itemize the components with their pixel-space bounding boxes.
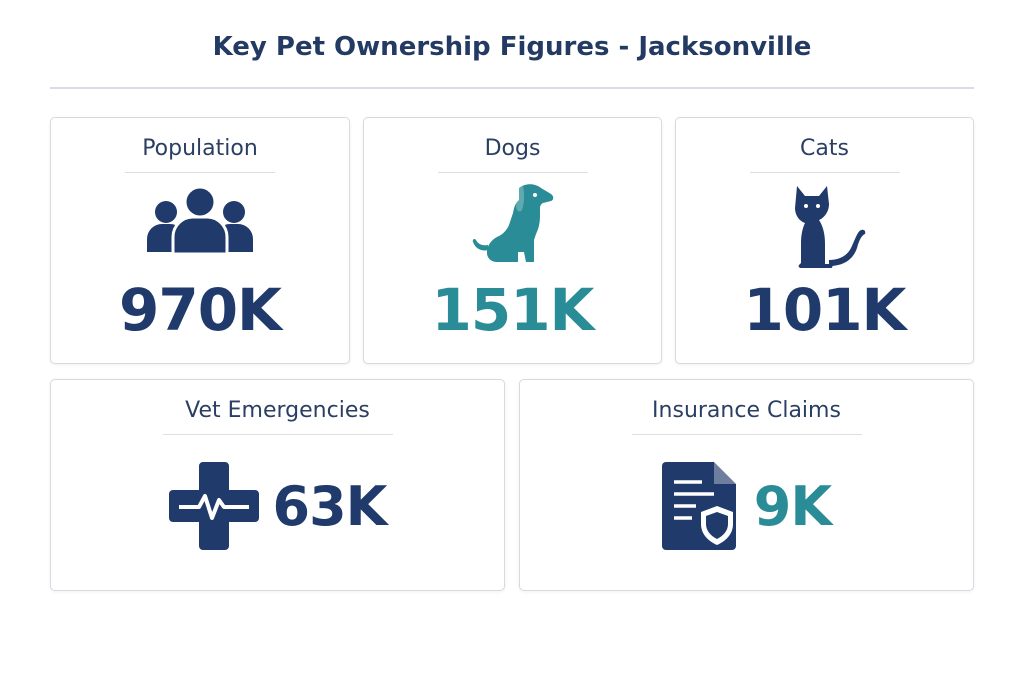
stat-card: Dogs 151K (363, 117, 662, 364)
card-label: Insurance Claims (652, 398, 841, 423)
label-underline (162, 434, 393, 435)
card-value: 63K (272, 474, 388, 538)
cat-icon (794, 186, 865, 268)
card-label: Cats (800, 136, 849, 161)
dog-icon (472, 184, 553, 262)
card-label: Vet Emergencies (185, 398, 370, 423)
label-underline (749, 172, 900, 173)
stat-card: Population 970K (50, 117, 350, 364)
document-icon (661, 462, 736, 550)
card-label: Dogs (484, 136, 541, 161)
label-underline (437, 172, 588, 173)
card-value: 151K (431, 276, 594, 344)
people-icon (147, 186, 253, 254)
stat-card: Vet Emergencies 63K (50, 379, 505, 591)
stat-row: 9K (520, 462, 973, 550)
label-underline (631, 434, 862, 435)
stat-card: Insurance Claims 9K (519, 379, 974, 591)
card-value: 970K (118, 276, 282, 344)
card-value: 101K (743, 276, 906, 344)
card-label: Population (142, 136, 258, 161)
medical-icon (168, 462, 259, 550)
card-value: 9K (753, 474, 832, 538)
label-underline (125, 172, 275, 173)
page-title: Key Pet Ownership Figures - Jacksonville (212, 32, 812, 62)
stat-card: Cats 101K (675, 117, 974, 364)
stat-row: 63K (51, 462, 504, 550)
divider (50, 87, 974, 89)
